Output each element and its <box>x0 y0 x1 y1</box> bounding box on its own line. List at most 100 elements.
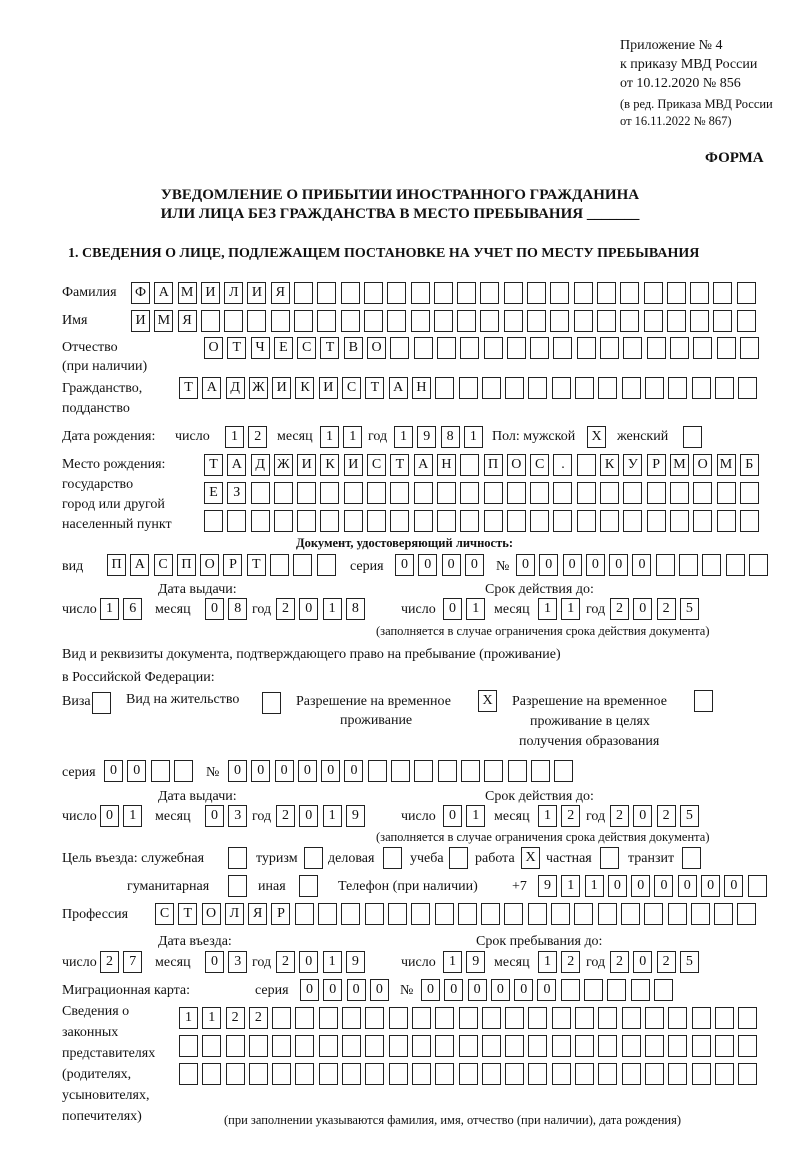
char-cell[interactable]: 0 <box>464 554 484 576</box>
char-cell[interactable] <box>505 377 525 399</box>
char-cell[interactable] <box>530 760 550 782</box>
char-cell[interactable] <box>248 1035 268 1057</box>
char-cell[interactable] <box>481 1035 501 1057</box>
char-cell[interactable] <box>691 377 711 399</box>
char-cell[interactable] <box>573 310 593 332</box>
char-cell[interactable] <box>598 1007 618 1029</box>
char-cell[interactable] <box>551 1007 571 1029</box>
char-cell[interactable] <box>560 979 580 1001</box>
char-cell[interactable] <box>644 903 664 925</box>
char-cell[interactable] <box>297 482 317 504</box>
char-cell[interactable]: Н <box>411 377 431 399</box>
sex-male-checkbox[interactable]: X <box>587 426 606 448</box>
char-cell[interactable] <box>621 377 641 399</box>
char-cell[interactable] <box>653 979 673 1001</box>
char-cell[interactable] <box>179 1035 198 1057</box>
char-cell[interactable] <box>457 310 477 332</box>
checkbox-cell[interactable] <box>262 692 281 714</box>
char-cell[interactable]: О <box>204 337 223 359</box>
char-cell[interactable] <box>484 760 504 782</box>
char-cell[interactable] <box>503 282 523 304</box>
char-cell[interactable]: 0 <box>631 875 651 897</box>
char-cell[interactable]: 0 <box>205 951 224 973</box>
char-cell[interactable]: Т <box>246 554 266 576</box>
char-cell[interactable]: 0 <box>321 760 341 782</box>
char-cell[interactable]: 7 <box>123 951 143 973</box>
char-cell[interactable]: А <box>130 554 150 576</box>
char-cell[interactable]: 9 <box>345 805 365 827</box>
char-cell[interactable] <box>204 510 223 532</box>
char-cell[interactable] <box>342 1063 362 1085</box>
char-cell[interactable]: Ж <box>273 454 293 476</box>
char-cell[interactable] <box>530 510 550 532</box>
char-cell[interactable] <box>225 1035 245 1057</box>
char-cell[interactable]: 0 <box>444 979 464 1001</box>
char-cell[interactable]: И <box>200 282 220 304</box>
char-cell[interactable] <box>738 1035 758 1057</box>
char-cell[interactable] <box>367 482 387 504</box>
char-cell[interactable] <box>644 1035 664 1057</box>
char-cell[interactable]: 0 <box>104 760 123 782</box>
char-cell[interactable]: А <box>413 454 433 476</box>
char-cell[interactable] <box>575 1063 595 1085</box>
char-cell[interactable] <box>413 482 433 504</box>
char-cell[interactable]: Т <box>178 903 198 925</box>
char-cell[interactable] <box>713 310 733 332</box>
char-cell[interactable] <box>714 903 734 925</box>
char-cell[interactable]: 1 <box>179 1007 198 1029</box>
char-cell[interactable] <box>576 510 596 532</box>
char-cell[interactable] <box>200 310 220 332</box>
char-cell[interactable]: 0 <box>251 760 271 782</box>
char-cell[interactable] <box>363 282 383 304</box>
checkbox-cell[interactable] <box>228 875 247 897</box>
char-cell[interactable] <box>365 1035 385 1057</box>
char-cell[interactable] <box>527 282 547 304</box>
char-cell[interactable]: 1 <box>561 875 581 897</box>
char-cell[interactable]: Ж <box>248 377 268 399</box>
char-cell[interactable]: 3 <box>228 951 248 973</box>
purpose-study-checkbox[interactable] <box>449 847 468 869</box>
char-cell[interactable]: Ч <box>250 337 270 359</box>
char-cell[interactable] <box>598 377 618 399</box>
char-cell[interactable] <box>150 760 170 782</box>
char-cell[interactable]: 2 <box>610 805 629 827</box>
char-cell[interactable] <box>621 1063 641 1085</box>
char-cell[interactable] <box>411 1035 431 1057</box>
char-cell[interactable] <box>343 482 363 504</box>
char-cell[interactable]: 0 <box>127 760 147 782</box>
char-cell[interactable]: В <box>343 337 363 359</box>
char-cell[interactable] <box>623 482 643 504</box>
char-cell[interactable] <box>388 1035 408 1057</box>
char-cell[interactable]: О <box>201 903 221 925</box>
char-cell[interactable] <box>553 482 573 504</box>
char-cell[interactable] <box>435 1035 455 1057</box>
char-cell[interactable]: 0 <box>609 554 629 576</box>
char-cell[interactable]: 0 <box>369 979 389 1001</box>
char-cell[interactable]: 0 <box>724 875 744 897</box>
char-cell[interactable] <box>693 482 713 504</box>
char-cell[interactable]: 8 <box>440 426 460 448</box>
char-cell[interactable] <box>414 760 434 782</box>
purpose-work-checkbox[interactable]: X <box>521 847 540 869</box>
char-cell[interactable] <box>716 482 736 504</box>
reps-field-3[interactable] <box>179 1063 758 1085</box>
char-cell[interactable] <box>387 310 407 332</box>
purpose-other-checkbox[interactable] <box>299 875 318 897</box>
char-cell[interactable]: 0 <box>633 805 653 827</box>
char-cell[interactable] <box>736 310 756 332</box>
char-cell[interactable] <box>528 1007 548 1029</box>
char-cell[interactable]: 8 <box>345 598 365 620</box>
char-cell[interactable]: Т <box>365 377 385 399</box>
char-cell[interactable]: 0 <box>299 951 319 973</box>
checkbox-cell[interactable]: X <box>478 690 497 712</box>
char-cell[interactable] <box>646 510 666 532</box>
char-cell[interactable] <box>320 482 340 504</box>
char-cell[interactable] <box>716 510 736 532</box>
char-cell[interactable]: 0 <box>300 979 319 1001</box>
